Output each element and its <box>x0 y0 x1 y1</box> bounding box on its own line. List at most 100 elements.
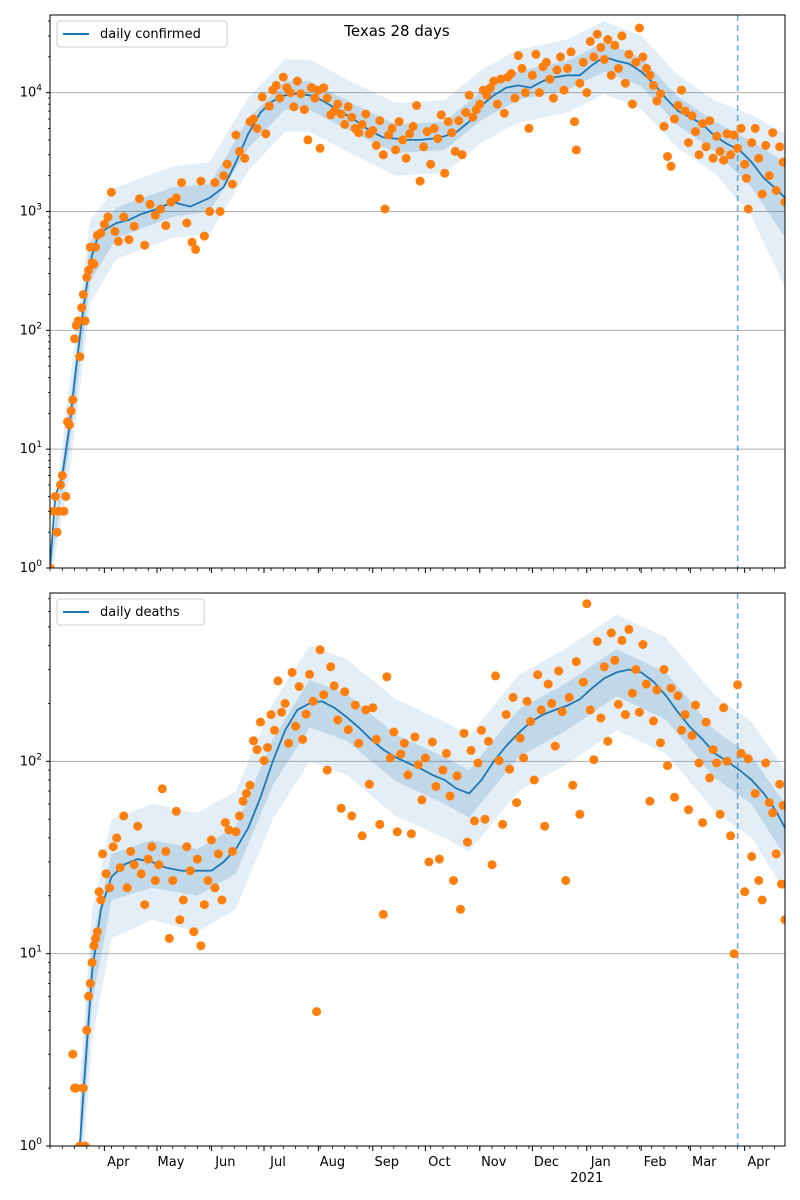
observed-point <box>777 879 785 889</box>
observed-point <box>534 88 544 98</box>
observed-point <box>424 857 434 867</box>
observed-point <box>775 142 785 152</box>
observed-point <box>680 106 690 116</box>
observed-point <box>517 63 527 73</box>
observed-point <box>757 895 767 905</box>
observed-point <box>257 92 267 102</box>
observed-point <box>245 780 255 790</box>
observed-point <box>110 226 120 236</box>
observed-point <box>487 860 497 870</box>
observed-point <box>343 725 353 735</box>
observed-point <box>445 791 455 801</box>
observed-point <box>77 303 87 313</box>
observed-point <box>761 140 771 150</box>
observed-point <box>722 756 732 766</box>
observed-point <box>620 78 630 88</box>
x-tick-label: Apr <box>107 1155 130 1170</box>
observed-point <box>384 130 394 140</box>
observed-point <box>743 754 753 764</box>
observed-point <box>266 710 276 720</box>
observed-point <box>736 123 746 133</box>
observed-point <box>750 789 760 798</box>
observed-point <box>135 194 144 204</box>
observed-point <box>347 112 357 122</box>
observed-point <box>185 866 195 876</box>
observed-point <box>599 55 609 64</box>
observed-point <box>522 696 532 706</box>
observed-point <box>154 860 164 870</box>
observed-point <box>722 129 732 139</box>
observed-point <box>513 51 523 61</box>
observed-point <box>119 212 129 222</box>
observed-point <box>263 743 272 752</box>
observed-point <box>680 710 690 720</box>
observed-point <box>68 1049 78 1059</box>
observed-point <box>249 114 258 124</box>
observed-point <box>312 1007 322 1017</box>
observed-point <box>84 991 94 1001</box>
observed-point <box>477 725 486 735</box>
observed-point <box>122 883 132 893</box>
observed-point <box>552 65 562 75</box>
observed-point <box>505 764 515 774</box>
observed-point <box>82 1025 92 1035</box>
observed-point <box>570 117 579 127</box>
observed-point <box>568 780 578 790</box>
observed-point <box>566 47 576 57</box>
observed-point <box>463 837 472 847</box>
observed-point <box>310 93 320 103</box>
observed-point <box>336 109 346 119</box>
x-tick-label: Dec <box>534 1155 559 1170</box>
observed-point <box>227 846 237 856</box>
observed-point <box>638 52 648 62</box>
observed-point <box>391 145 401 155</box>
observed-point <box>405 129 415 139</box>
observed-point <box>403 770 413 780</box>
observed-point <box>548 93 558 103</box>
observed-point <box>736 748 746 758</box>
observed-point <box>82 272 92 282</box>
observed-point <box>496 74 506 84</box>
observed-point <box>145 199 155 209</box>
observed-point <box>259 756 269 765</box>
observed-point <box>684 805 693 815</box>
observed-point <box>124 235 134 245</box>
observed-point <box>78 290 88 299</box>
observed-point <box>550 741 560 751</box>
observed-point <box>256 717 265 727</box>
observed-point <box>596 713 606 723</box>
observed-point <box>659 665 669 674</box>
observed-point <box>648 716 658 726</box>
observed-point <box>371 140 381 150</box>
observed-point <box>712 131 722 141</box>
y-tick-label: 102 <box>20 321 42 338</box>
observed-point <box>119 811 129 821</box>
observed-point <box>757 189 767 199</box>
observed-point <box>94 887 104 897</box>
observed-point <box>231 130 241 140</box>
observed-point <box>684 138 693 148</box>
observed-point <box>417 795 427 805</box>
observed-point <box>620 710 630 720</box>
observed-point <box>315 645 325 655</box>
observed-point <box>652 685 662 695</box>
observed-point <box>333 715 343 725</box>
observed-point <box>754 876 764 885</box>
observed-point <box>556 52 565 62</box>
observed-point <box>68 395 78 405</box>
plot-area <box>68 593 785 1146</box>
observed-point <box>156 204 165 214</box>
observed-point <box>484 736 493 746</box>
observed-point <box>712 758 722 768</box>
observed-point <box>71 1083 81 1093</box>
observed-point <box>450 146 460 156</box>
observed-point <box>571 657 581 667</box>
legend-box <box>56 20 228 48</box>
observed-point <box>780 197 785 207</box>
observed-point <box>554 666 564 676</box>
observed-point <box>182 218 192 228</box>
observed-point <box>392 827 402 837</box>
observed-point <box>126 846 136 856</box>
observed-point <box>691 700 700 710</box>
observed-point <box>433 134 443 144</box>
